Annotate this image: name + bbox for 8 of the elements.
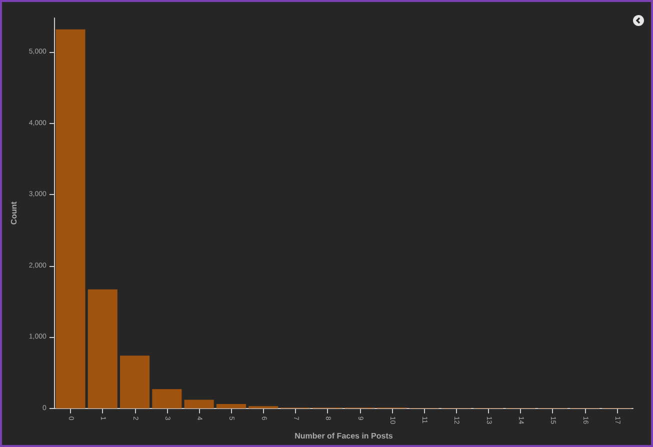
bar <box>152 389 182 408</box>
bar <box>184 400 214 408</box>
bar <box>56 29 86 408</box>
x-axis-title: Number of Faces in Posts <box>294 432 394 440</box>
y-axis-title: Count <box>10 201 18 225</box>
bar <box>120 356 150 408</box>
bar <box>88 289 118 408</box>
bar <box>216 404 246 408</box>
